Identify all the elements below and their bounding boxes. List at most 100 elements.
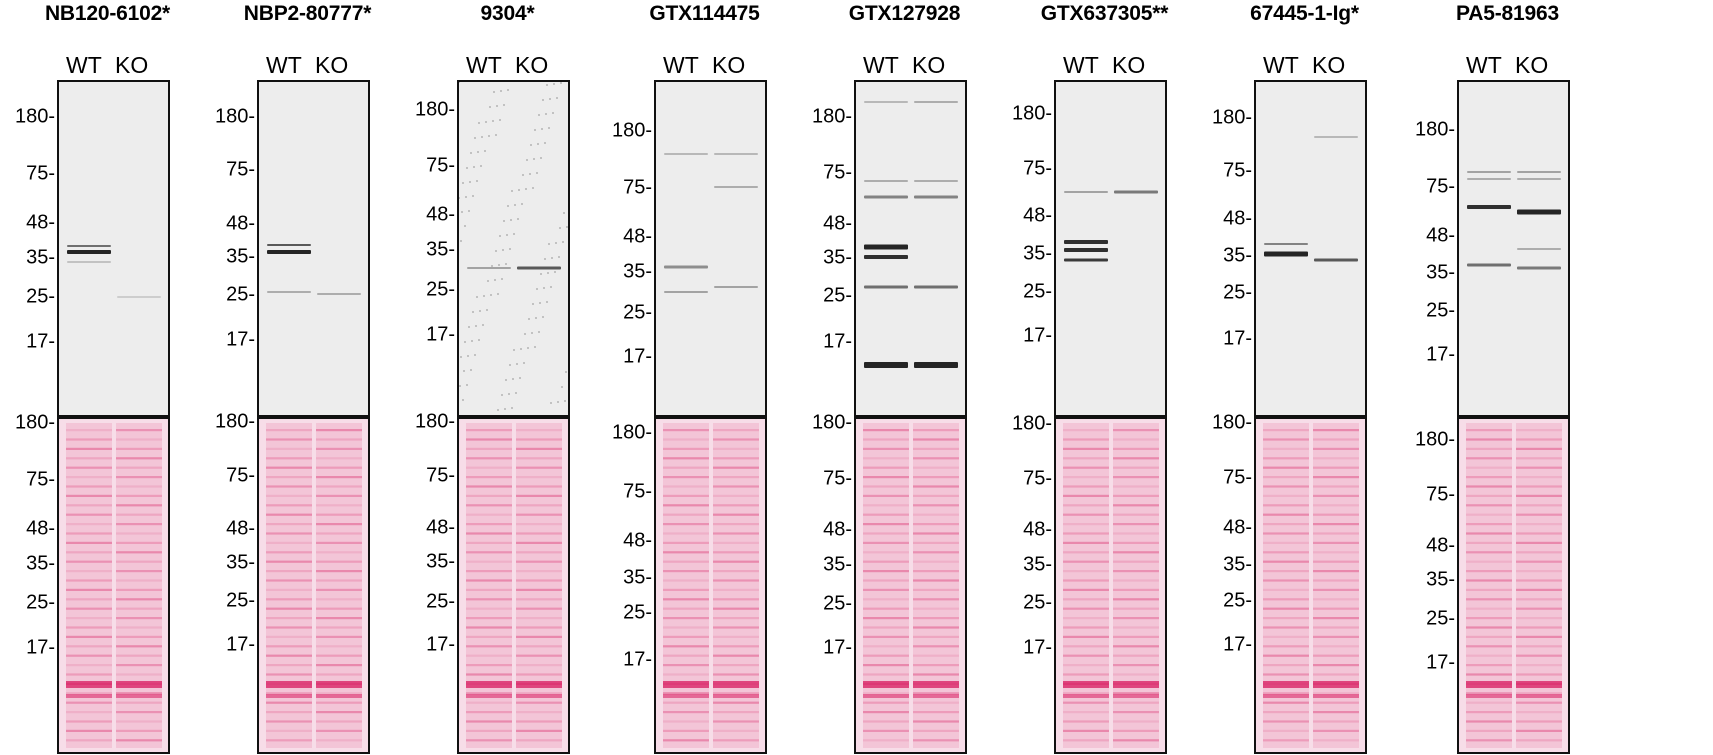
ponceau-band — [516, 692, 562, 695]
ponceau-band — [663, 588, 709, 591]
ponceau-band — [316, 504, 362, 507]
ponceau-band — [266, 447, 312, 450]
antibody-title: 9304* — [480, 2, 535, 25]
ponceau-band — [116, 476, 162, 479]
ponceau-band — [466, 494, 512, 497]
ponceau-band — [1313, 541, 1359, 544]
ponceau-band — [1263, 513, 1309, 516]
ponceau-band — [1516, 485, 1562, 488]
speckle — [461, 211, 463, 213]
blot-panel: NB120-6102* WT KO 180- 75- 48- 35- 25- 17- 180- 75… — [0, 0, 215, 755]
ponceau-band — [1113, 681, 1159, 688]
ponceau-band — [663, 694, 709, 698]
ponceau-band — [266, 504, 312, 507]
ponceau-lane — [1466, 423, 1512, 748]
ponceau-band — [1313, 588, 1359, 591]
ponceau-band — [466, 729, 512, 732]
ponceau-band — [66, 457, 112, 460]
speckle — [506, 234, 508, 236]
speckle — [509, 248, 511, 250]
speckle — [470, 152, 472, 154]
ponceau-band — [1113, 617, 1159, 620]
mw-marker: 180- — [811, 411, 852, 434]
speckle — [466, 384, 468, 386]
ponceau-band — [316, 579, 362, 582]
ponceau-band — [913, 532, 959, 535]
ponceau-band — [116, 711, 162, 714]
speckle — [515, 392, 517, 394]
ponceau-band — [1313, 681, 1359, 688]
protein-band — [914, 101, 958, 103]
ponceau-band — [1113, 447, 1159, 450]
ponceau-band — [1516, 694, 1562, 698]
ponceau-band — [913, 654, 959, 657]
ponceau-band — [466, 607, 512, 610]
ponceau-band — [913, 457, 959, 460]
speckle — [563, 212, 565, 214]
ponceau-band — [1263, 476, 1309, 479]
mw-marker: 35- — [1023, 242, 1052, 265]
ponceau-band — [913, 673, 959, 676]
lane-label-wt: WT — [466, 52, 502, 78]
ponceau-band — [466, 673, 512, 676]
ponceau-band — [66, 720, 112, 723]
mw-marker: 180- — [414, 410, 455, 433]
ponceau-band — [713, 494, 759, 497]
ponceau-band — [863, 541, 909, 544]
ponceau-band — [1466, 692, 1512, 695]
mw-marker: 75- — [26, 468, 55, 491]
ponceau-band — [863, 701, 909, 704]
ponceau-band — [1466, 673, 1512, 676]
ponceau-band — [1113, 579, 1159, 582]
speckle — [493, 91, 495, 93]
speckle — [486, 309, 488, 311]
protein-band — [714, 153, 758, 155]
speckle — [537, 143, 539, 145]
ponceau-band — [1113, 466, 1159, 469]
ponceau-band — [516, 476, 562, 479]
speckle — [534, 129, 536, 131]
ponceau-band — [913, 523, 959, 526]
ponceau-lane — [516, 423, 562, 748]
mw-marker: 75- — [623, 480, 652, 503]
ponceau-band — [1466, 532, 1512, 535]
mw-marker: 180- — [611, 421, 652, 444]
ponceau-band — [663, 607, 709, 610]
ponceau-band — [66, 494, 112, 497]
ponceau-band — [863, 617, 909, 620]
ponceau-band — [116, 504, 162, 507]
ponceau-stain-image — [1457, 417, 1570, 754]
protein-band — [714, 286, 758, 288]
ponceau-band — [116, 664, 162, 667]
ponceau-lane — [1516, 423, 1562, 748]
ponceau-band — [713, 447, 759, 450]
ponceau-band — [116, 729, 162, 732]
ponceau-stain-image — [1054, 417, 1167, 754]
blot-panel: 9304* WT KO 180- 75- 48- 35- 25- 17- 180- 75- 48- 35… — [400, 0, 615, 755]
speckle — [468, 210, 470, 212]
ponceau-band — [316, 711, 362, 714]
mw-marker: 48- — [426, 203, 455, 226]
ponceau-band — [713, 720, 759, 723]
lane-label-ko: KO — [115, 52, 149, 78]
speckle — [518, 189, 520, 191]
lane-label-wt: WT — [1466, 52, 1502, 78]
ponceau-band — [1516, 681, 1562, 688]
ponceau-band — [663, 739, 709, 742]
ponceau-band — [1466, 429, 1512, 432]
mw-marker: 180- — [214, 105, 255, 128]
ponceau-band — [266, 664, 312, 667]
ponceau-band — [266, 551, 312, 554]
ponceau-band — [66, 504, 112, 507]
ponceau-band — [1516, 560, 1562, 563]
ponceau-band — [1113, 523, 1159, 526]
ponceau-lane — [863, 423, 909, 748]
ponceau-band — [1263, 701, 1309, 704]
ponceau-band — [1313, 692, 1359, 695]
ponceau-band — [663, 729, 709, 732]
speckle — [562, 241, 564, 243]
ponceau-band — [663, 541, 709, 544]
speckle — [522, 174, 524, 176]
speckle — [483, 295, 485, 297]
ponceau-band — [116, 532, 162, 535]
